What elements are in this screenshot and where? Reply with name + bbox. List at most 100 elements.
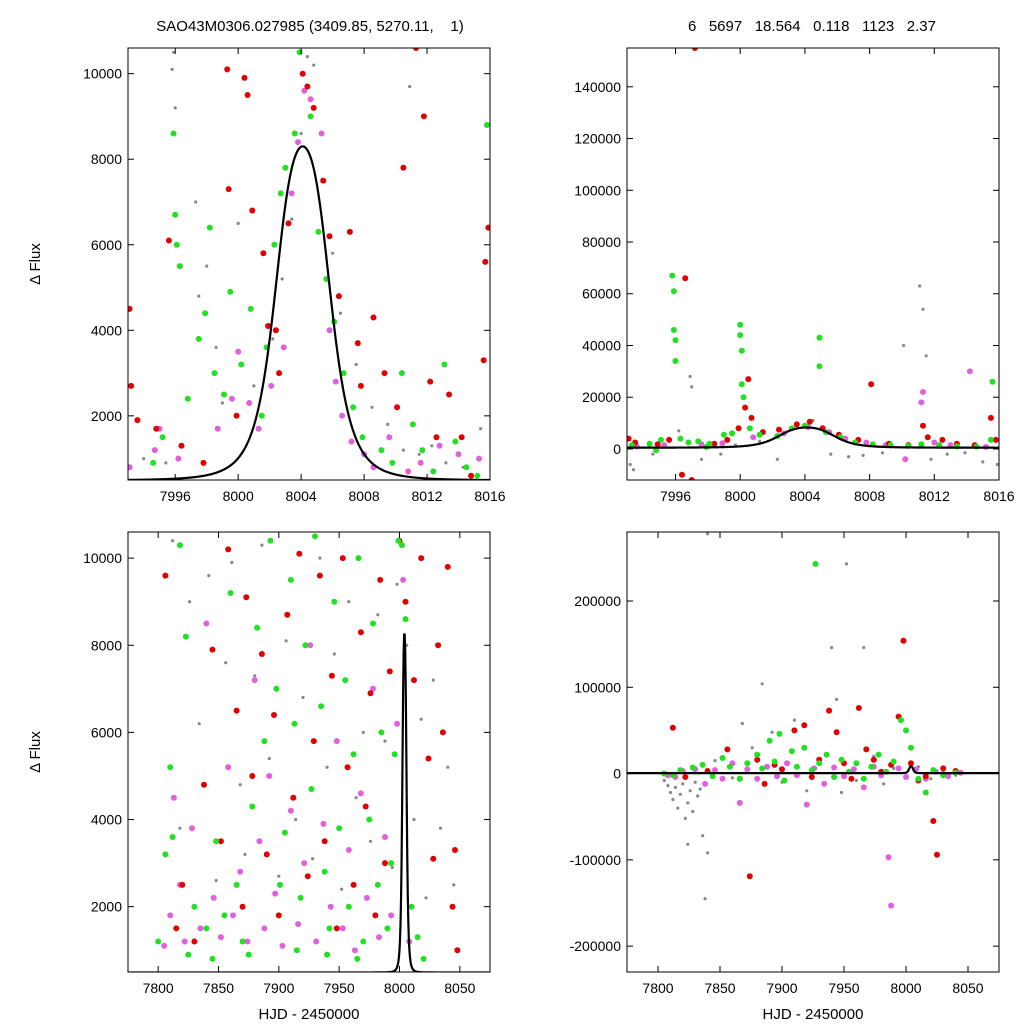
data-point-gray bbox=[963, 451, 967, 455]
data-point-red bbox=[326, 233, 333, 240]
data-point-violet bbox=[307, 642, 314, 649]
data-point-red bbox=[754, 756, 761, 763]
data-point-green bbox=[350, 751, 357, 758]
data-point-red bbox=[833, 729, 840, 736]
x-tick-label: 7996 bbox=[160, 488, 191, 504]
data-point-red bbox=[233, 707, 240, 714]
data-point-green bbox=[816, 334, 823, 341]
data-point-gray bbox=[924, 354, 928, 358]
data-point-red bbox=[826, 707, 833, 714]
x-tick-label: 8000 bbox=[890, 980, 921, 996]
data-point-red bbox=[791, 727, 798, 734]
data-point-red bbox=[761, 780, 768, 787]
data-point-red bbox=[272, 327, 279, 334]
y-tick-label: -200000 bbox=[570, 938, 622, 954]
data-point-gray bbox=[207, 574, 211, 578]
data-point-green bbox=[930, 767, 937, 774]
data-point-green bbox=[658, 436, 664, 443]
data-point-violet bbox=[476, 455, 482, 462]
data-point-violet bbox=[736, 799, 743, 806]
data-point-red bbox=[900, 637, 907, 644]
data-point-red bbox=[370, 314, 377, 321]
data-point-violet bbox=[821, 780, 828, 787]
data-point-green bbox=[221, 912, 228, 919]
data-point-violet bbox=[320, 820, 327, 827]
data-point-violet bbox=[895, 765, 902, 772]
data-point-green bbox=[340, 370, 347, 377]
data-point-gray bbox=[918, 284, 922, 288]
data-point-green bbox=[875, 751, 882, 758]
data-point-green bbox=[287, 576, 294, 583]
model-curve bbox=[128, 633, 490, 972]
data-point-gray bbox=[880, 451, 885, 455]
data-point-violet bbox=[333, 738, 340, 745]
data-point-violet bbox=[803, 801, 810, 808]
data-point-green bbox=[781, 777, 788, 784]
data-point-gray bbox=[347, 600, 351, 604]
data-point-violet bbox=[405, 468, 412, 475]
data-point-gray bbox=[431, 678, 435, 682]
data-point-red bbox=[162, 572, 169, 579]
data-point-green bbox=[350, 404, 357, 411]
y-tick-label: 4000 bbox=[91, 812, 122, 828]
panel-bottom-right: 7800 7850 7900 7950 8000 8050 -200000 -100000 0 1… bbox=[570, 531, 1000, 1023]
data-point-green bbox=[414, 934, 421, 941]
data-point-violet bbox=[318, 130, 325, 137]
data-point-red bbox=[666, 436, 673, 443]
data-points bbox=[128, 48, 490, 480]
data-point-gray bbox=[178, 826, 182, 830]
data-point-gray bbox=[253, 674, 257, 678]
data-point-gray bbox=[730, 776, 735, 780]
data-point-red bbox=[357, 629, 364, 636]
data-point-green bbox=[366, 816, 373, 823]
data-point-green bbox=[677, 435, 684, 442]
data-point-green bbox=[653, 447, 660, 454]
data-point-green bbox=[170, 130, 177, 137]
data-point-gray bbox=[671, 797, 675, 802]
data-point-gray bbox=[479, 427, 483, 431]
data-point-red bbox=[987, 414, 994, 421]
data-point-green bbox=[176, 542, 183, 549]
y-tick-label: 120000 bbox=[574, 131, 621, 147]
data-point-red bbox=[627, 435, 632, 442]
data-point-gray bbox=[361, 730, 365, 735]
data-point-violet bbox=[850, 766, 857, 773]
data-point-gray bbox=[829, 452, 833, 456]
data-point-green bbox=[302, 642, 309, 649]
data-point-violet bbox=[841, 773, 847, 780]
x-tick-label: 7900 bbox=[263, 980, 294, 996]
data-point-red bbox=[427, 378, 434, 385]
y-tick-label: 0 bbox=[613, 766, 621, 782]
data-point-red bbox=[433, 434, 440, 441]
data-point-green bbox=[419, 447, 426, 454]
data-point-green bbox=[669, 272, 676, 279]
data-point-red bbox=[454, 947, 461, 954]
data-point-green bbox=[395, 537, 402, 544]
data-point-gray bbox=[325, 765, 329, 769]
data-point-green bbox=[238, 361, 245, 368]
data-point-violet bbox=[764, 763, 771, 770]
data-point-red bbox=[239, 903, 246, 910]
model-curve bbox=[627, 765, 999, 775]
data-point-violet bbox=[301, 860, 308, 867]
data-point-violet bbox=[280, 344, 287, 351]
data-point-gray bbox=[187, 600, 192, 604]
data-point-gray bbox=[861, 453, 865, 457]
data-point-red bbox=[260, 250, 267, 257]
data-point-green bbox=[258, 412, 265, 419]
data-point-gray bbox=[408, 84, 412, 89]
data-point-red bbox=[458, 434, 465, 441]
x-axis-label: HJD - 2450000 bbox=[763, 1006, 864, 1023]
data-point-green bbox=[808, 767, 815, 774]
data-point-gray bbox=[760, 682, 764, 686]
data-point-violet bbox=[230, 912, 236, 919]
data-point-green bbox=[726, 763, 733, 770]
data-point-green bbox=[391, 751, 398, 758]
data-point-green bbox=[441, 361, 448, 368]
data-point-green bbox=[293, 947, 300, 954]
data-point-violet bbox=[151, 447, 158, 454]
data-point-red bbox=[468, 472, 475, 479]
data-point-red bbox=[299, 70, 306, 77]
data-point-red bbox=[735, 425, 742, 432]
data-point-green bbox=[360, 938, 367, 945]
